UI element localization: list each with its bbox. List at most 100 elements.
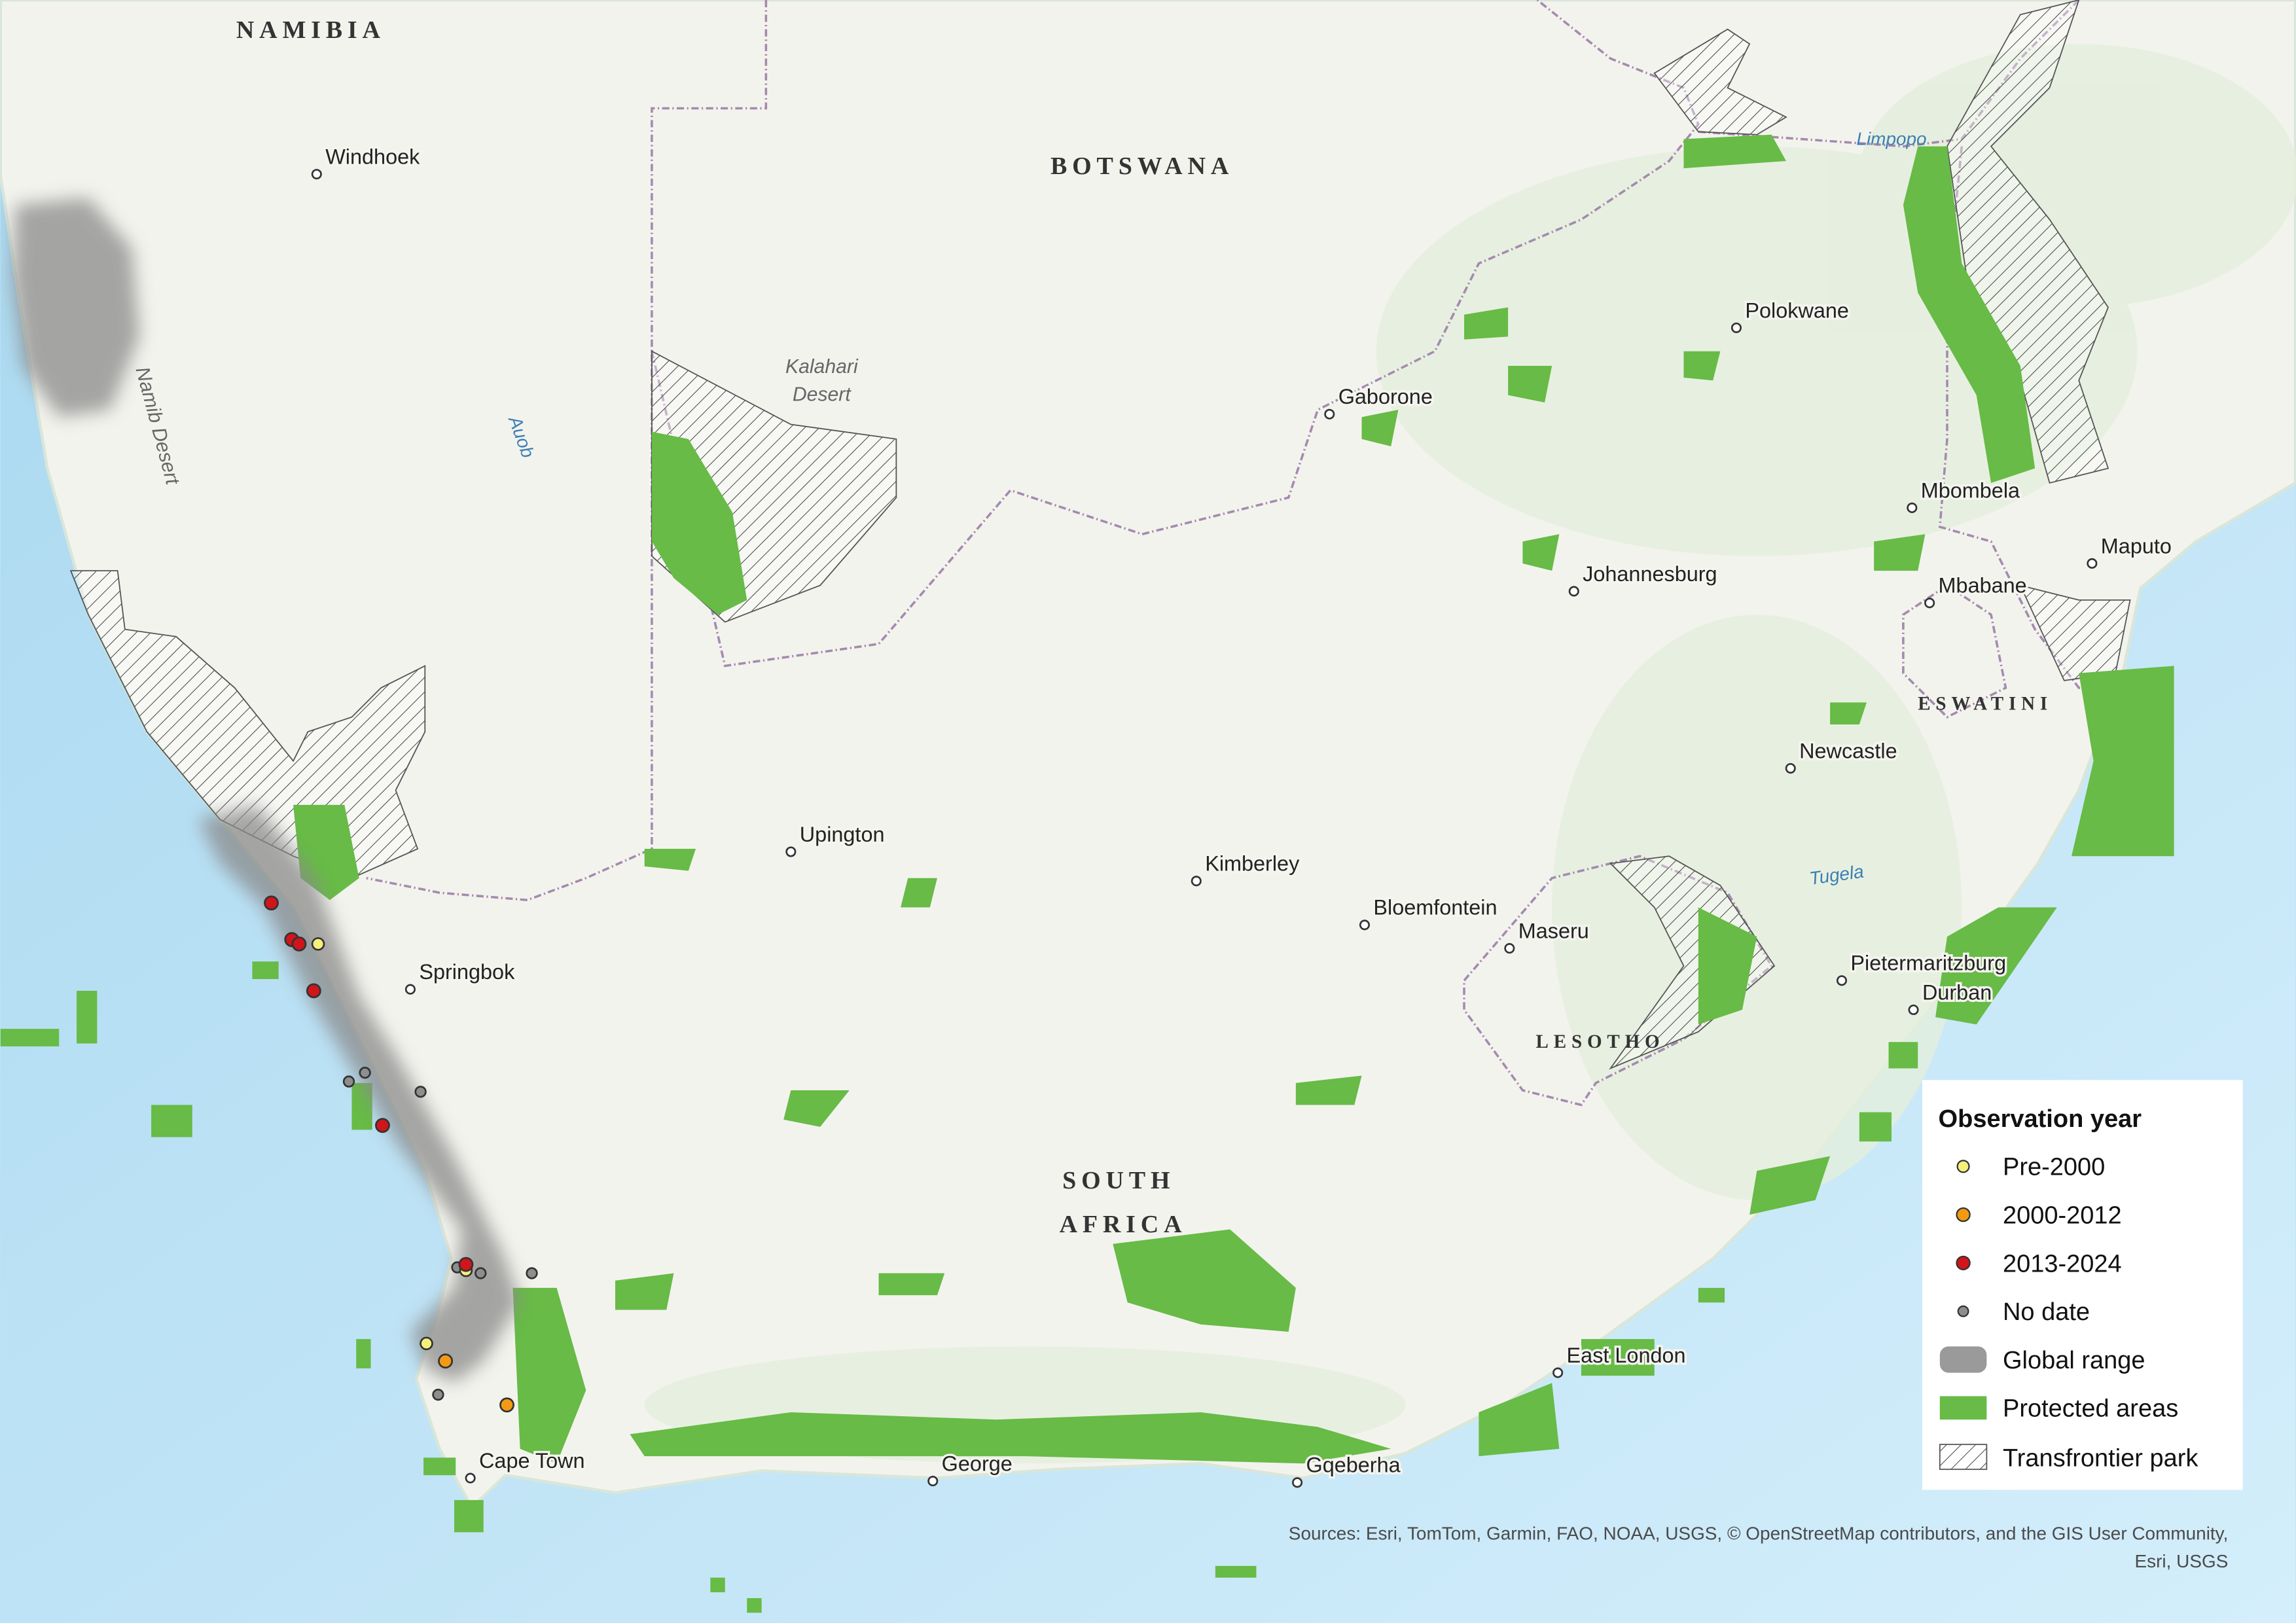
city-dot — [2087, 558, 2098, 569]
city-dot — [927, 1476, 939, 1487]
map-shape — [1215, 1565, 1257, 1578]
map-shape — [630, 1412, 1391, 1464]
legend-items: Pre-2000 2000-2012 2013-2024 No date Global … — [2003, 1154, 2198, 1472]
map-shape — [2072, 666, 2174, 857]
city-label: East London — [1567, 1344, 1686, 1367]
legend-label: Global range — [2003, 1347, 2145, 1374]
observation-2013-2024 — [375, 1118, 390, 1133]
legend-swatch — [1939, 1444, 1988, 1471]
observation-2013-2024 — [291, 936, 307, 952]
city-dot — [1292, 1477, 1303, 1488]
observation-2000-2012 — [438, 1353, 454, 1369]
attribution: Sources: Esri, TomTom, Garmin, FAO, NOAA… — [1289, 1524, 2229, 1544]
map-shape — [252, 961, 279, 980]
city-label: Mbabane — [1939, 574, 2027, 597]
observation-2013-2024 — [306, 983, 321, 999]
city-label: Pietermaritzburg — [1850, 952, 2006, 975]
legend-swatch — [1956, 1160, 1970, 1173]
city-dot — [1908, 1004, 1919, 1016]
observation-2013-2024 — [458, 1257, 474, 1272]
city-label: Newcastle — [1799, 739, 1897, 762]
map-shape — [1888, 1042, 1918, 1069]
map-shape — [423, 1457, 456, 1476]
map-shape — [615, 1273, 674, 1310]
country-label: ESWATINI — [1918, 694, 2053, 715]
map-shape — [1859, 1112, 1892, 1142]
observation-no-date — [359, 1067, 371, 1079]
map-shape — [1874, 534, 1926, 571]
map-shape — [651, 431, 747, 615]
map-shape — [1698, 907, 1757, 1025]
map-shape — [747, 1597, 762, 1613]
city-dot — [404, 984, 416, 995]
labels: NAMIBIA BOTSWANA SOUTH AFRICA LESOTHO ES… — [131, 16, 2053, 1238]
map-shape — [651, 0, 1700, 668]
legend-label: 2000-2012 — [2003, 1202, 2122, 1230]
map-shape — [12, 197, 140, 418]
city-label: Maputo — [2101, 534, 2172, 558]
map-shape — [1552, 615, 1962, 1200]
city-dot — [1924, 597, 1935, 609]
legend-box — [1922, 1080, 2243, 1490]
map-shape — [1295, 1075, 1362, 1105]
map-shape — [0, 1029, 60, 1046]
city-dot — [1836, 975, 1848, 986]
map-shape — [1683, 134, 1787, 169]
city-label: Windhoek — [325, 145, 420, 168]
city-label: Polokwane — [1745, 298, 1849, 322]
map-shape — [1902, 584, 2007, 719]
map-shape — [1935, 907, 2057, 1025]
city-dot — [1731, 322, 1742, 333]
map-shape — [198, 804, 520, 1383]
map-shape — [1522, 534, 1560, 571]
city-dot — [1568, 586, 1579, 597]
city-label: Maseru — [1518, 919, 1589, 942]
country-label: NAMIBIA — [236, 16, 386, 44]
observation-2000-2012 — [499, 1397, 514, 1413]
observation-no-date — [342, 1075, 355, 1088]
map-shape — [1464, 307, 1509, 340]
map-shape — [356, 1339, 371, 1368]
legend-title: Observation year — [1939, 1105, 2142, 1133]
map-shape — [2019, 584, 2131, 681]
city-label: Gqeberha — [1306, 1454, 1401, 1477]
city-dot — [1324, 408, 1335, 419]
legend-swatch — [1939, 1396, 1987, 1420]
city-label: Gaborone — [1338, 385, 1433, 408]
legend-swatch — [1956, 1255, 1971, 1271]
observations — [264, 895, 538, 1413]
city-label: George — [942, 1452, 1013, 1475]
transfrontier-parks — [69, 0, 2131, 1070]
protected-areas — [0, 134, 2174, 1613]
map-shape — [1609, 855, 1776, 1070]
legend-swatch — [1939, 1346, 1987, 1373]
map-shape — [878, 1273, 945, 1296]
river-label: Limpopo — [1856, 128, 1926, 149]
legend-swatch — [1956, 1207, 1971, 1222]
city-dot — [1504, 943, 1515, 954]
city-label: Springbok — [419, 960, 515, 984]
observation-no-date — [475, 1267, 487, 1279]
city-dot — [785, 846, 797, 857]
desert-label: Desert — [793, 384, 852, 406]
map-shape — [512, 1287, 586, 1464]
city-label: Mbombela — [1921, 478, 2020, 502]
observation-no-date — [432, 1388, 444, 1401]
desert-label: Kalahari — [785, 356, 859, 378]
legend-label: 2013-2024 — [2003, 1250, 2122, 1277]
map-shape — [710, 1577, 725, 1593]
map-shape — [1830, 702, 1867, 724]
legend-swatch — [1957, 1305, 1969, 1317]
city-dot — [465, 1472, 476, 1484]
map-shape — [1698, 0, 2080, 148]
map-shape — [454, 1500, 484, 1533]
legend-label: No date — [2003, 1298, 2090, 1326]
map-shape — [1903, 146, 2036, 483]
legend-label: Pre-2000 — [2003, 1154, 2105, 1181]
cities: Windhoek Gaborone Polokwane Johannesburg Mbo… — [311, 143, 2174, 1488]
city-label: Upington — [800, 823, 885, 846]
global-range — [12, 197, 520, 1383]
map-shape — [1361, 410, 1399, 447]
city-dot — [1191, 876, 1202, 887]
